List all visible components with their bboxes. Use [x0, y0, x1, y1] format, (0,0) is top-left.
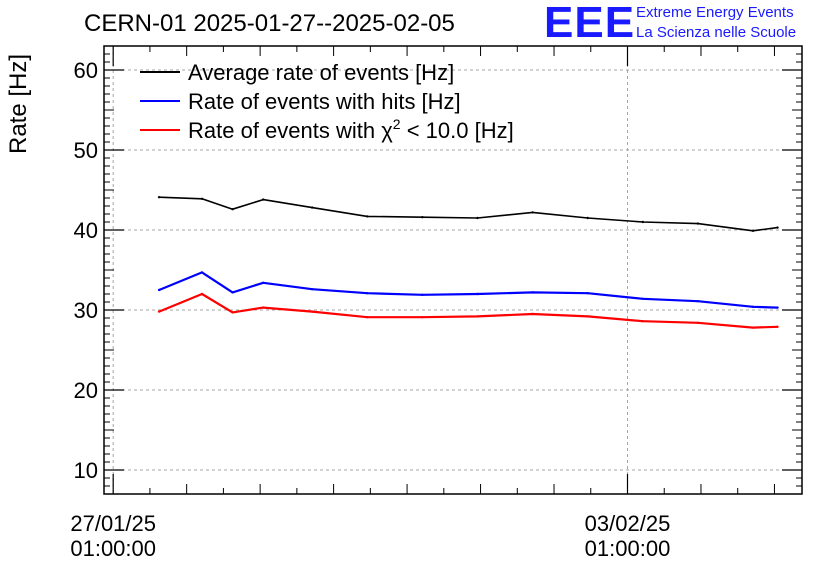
data-point	[531, 211, 534, 214]
y-tick-label: 50	[74, 138, 98, 163]
series-layer	[157, 196, 779, 329]
data-point	[200, 271, 204, 274]
data-point	[776, 325, 779, 328]
y-tick-label: 40	[74, 218, 98, 243]
data-point	[751, 305, 755, 308]
eee-logo-line2: La Scienza nelle Scuole	[636, 24, 797, 41]
eee-logo: EEE	[544, 0, 636, 47]
y-axis-title: Rate [Hz]	[5, 54, 32, 154]
data-point	[200, 292, 204, 296]
data-point	[421, 216, 424, 219]
data-point	[531, 291, 534, 294]
data-point	[310, 288, 314, 291]
data-point	[641, 320, 645, 323]
data-point	[531, 312, 534, 316]
data-point	[261, 198, 265, 201]
data-point	[310, 206, 314, 209]
data-point	[476, 216, 479, 220]
data-point	[586, 315, 589, 318]
series-line-1	[158, 271, 778, 309]
x-tick-label-time: 01:00:00	[70, 536, 156, 561]
data-point	[751, 326, 755, 329]
data-point	[157, 310, 161, 313]
data-point	[157, 288, 161, 292]
data-point	[476, 315, 479, 318]
data-point	[751, 229, 755, 232]
data-point	[157, 196, 161, 199]
data-point	[421, 293, 424, 296]
data-point	[421, 316, 424, 319]
x-tick-label-date: 27/01/25	[70, 511, 156, 536]
y-tick-label: 20	[74, 378, 98, 403]
data-point	[366, 316, 369, 319]
data-point	[586, 292, 589, 295]
data-point	[310, 310, 314, 313]
data-point	[696, 300, 700, 303]
data-point	[586, 216, 589, 220]
legend-label: Rate of events with χ2 < 10.0 [Hz]	[188, 116, 514, 143]
legend: Average rate of events [Hz] Rate of event…	[140, 60, 514, 143]
y-tick-label: 60	[74, 58, 98, 83]
data-point	[261, 306, 265, 309]
data-point	[696, 321, 700, 324]
series-line-2	[158, 292, 778, 329]
data-point	[231, 291, 234, 294]
label-layer: 10203040506027/01/2501:00:0003/02/2501:0…	[70, 58, 670, 561]
data-point	[776, 226, 779, 229]
data-point	[231, 208, 234, 211]
data-point	[231, 311, 234, 314]
data-point	[641, 220, 645, 224]
data-point	[200, 197, 204, 200]
data-point	[776, 306, 779, 309]
data-point	[696, 222, 700, 225]
tick-layer	[104, 45, 802, 495]
eee-logo-line1: Extreme Energy Events	[636, 4, 794, 21]
data-point	[261, 281, 265, 284]
series-line-0	[159, 196, 778, 232]
y-tick-label: 30	[74, 298, 98, 323]
data-point	[641, 297, 645, 300]
data-point	[476, 292, 479, 296]
data-point	[366, 215, 369, 218]
data-point	[366, 292, 369, 295]
legend-label: Rate of events with hits [Hz]	[188, 89, 461, 114]
x-tick-label-date: 03/02/25	[585, 511, 671, 536]
chart-title: CERN-01 2025-01-27--2025-02-05	[84, 10, 455, 37]
x-tick-label-time: 01:00:00	[585, 536, 671, 561]
y-tick-label: 10	[74, 458, 98, 483]
legend-label: Average rate of events [Hz]	[188, 60, 454, 85]
